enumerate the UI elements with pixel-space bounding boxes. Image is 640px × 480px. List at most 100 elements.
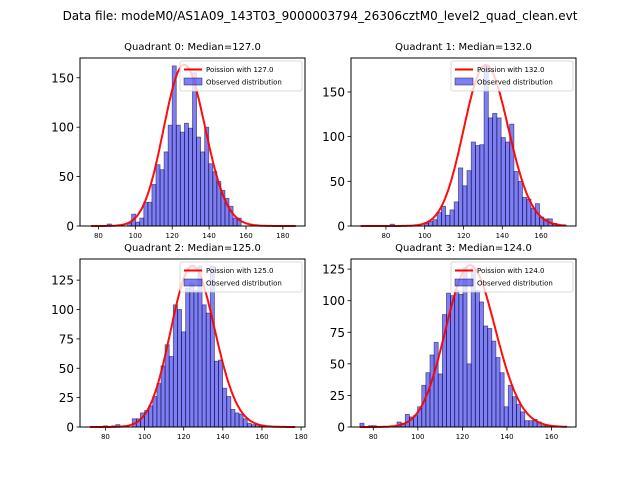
histogram-bar — [147, 201, 153, 227]
xtick-label: 100 — [411, 433, 424, 441]
histogram-bar — [192, 72, 197, 227]
histogram-bar — [232, 217, 238, 227]
histogram-bar — [466, 363, 472, 428]
histogram-bar — [492, 113, 498, 227]
histogram-bar — [507, 384, 513, 428]
ytick-label: 100 — [51, 303, 74, 317]
histogram-bar — [432, 219, 438, 227]
ytick-label: 150 — [322, 85, 345, 99]
histogram-bar — [151, 184, 157, 227]
histogram-bar — [156, 383, 162, 428]
histogram-bar — [181, 331, 187, 428]
histogram-bar — [205, 312, 211, 428]
xtick-label: 160 — [239, 232, 252, 240]
xtick-label: 140 — [500, 433, 513, 441]
histogram-bar — [242, 418, 248, 428]
xtick-label: 120 — [456, 433, 469, 441]
ytick-label: 75 — [330, 326, 345, 340]
histogram-bar — [135, 221, 141, 227]
legend: Poission with 124.0 Observed distribution — [450, 261, 574, 293]
xtick-label: 100 — [418, 232, 431, 240]
histogram-bar — [524, 420, 530, 428]
xtick-label: 100 — [138, 433, 151, 441]
xtick-label: 80 — [94, 232, 103, 240]
ytick-label: 125 — [322, 263, 345, 277]
histogram-bar — [528, 420, 534, 428]
legend-label-observed: Observed distribution — [477, 79, 553, 87]
legend-label-poisson: Poission with 125.0 — [206, 267, 274, 275]
ytick-label: 150 — [51, 71, 74, 85]
xtick-label: 140 — [496, 232, 509, 240]
histogram-bar — [175, 124, 181, 227]
ytick-label: 50 — [330, 175, 345, 189]
legend-bar-swatch — [454, 77, 474, 86]
legend: Poission with 125.0 Observed distribution — [179, 261, 303, 293]
subplot-quadrant-3: Quadrant 3: Median=124.0 0 25 50 75 100 125 80 1… — [322, 243, 577, 441]
histogram-bar — [226, 396, 232, 428]
histogram-bar — [193, 290, 199, 428]
histogram-bar — [139, 217, 145, 227]
legend-label-observed: Observed distribution — [206, 280, 282, 288]
histogram-bar — [177, 309, 182, 428]
xtick-label: 120 — [457, 232, 470, 240]
ytick-label: 125 — [51, 274, 74, 288]
legend-box — [450, 60, 574, 92]
xtick-label: 80 — [369, 433, 378, 441]
histogram-bar — [189, 283, 195, 428]
histogram-bar — [449, 209, 455, 227]
xtick-label: 140 — [202, 232, 215, 240]
subplots-grid: Quadrant 0: Median=127.0 0 50 100 150 80 100 12… — [51, 42, 577, 441]
subplot-title: Quadrant 0: Median=127.0 — [124, 42, 261, 53]
histogram-bar — [183, 122, 189, 227]
histogram-bar — [491, 340, 497, 428]
xtick-label: 120 — [177, 433, 190, 441]
histogram-bar — [483, 325, 489, 428]
xtick-label: 180 — [276, 232, 289, 240]
axes-frame — [79, 57, 306, 227]
histogram-bar — [208, 163, 214, 227]
subplot-quadrant-0: Quadrant 0: Median=127.0 0 50 100 150 80 100 12… — [51, 42, 306, 240]
ytick-label: 50 — [330, 357, 345, 371]
histogram-bar — [511, 396, 517, 428]
histogram-bar — [152, 396, 158, 428]
histogram-bar — [234, 412, 240, 428]
ytick-label: 75 — [59, 332, 74, 346]
histogram-bar — [453, 201, 459, 227]
histogram-bar — [445, 214, 451, 227]
histogram-bar — [218, 359, 224, 428]
histogram-bar — [440, 205, 447, 227]
histogram-bar — [487, 328, 493, 428]
ytick-label: 100 — [322, 130, 345, 144]
histogram-bar — [185, 287, 191, 428]
xtick-label: 160 — [545, 433, 558, 441]
xtick-label: 80 — [381, 232, 390, 240]
histogram-bar — [212, 171, 218, 227]
legend-label-poisson: Poission with 132.0 — [477, 66, 545, 74]
legend-label-poisson: Poission with 124.0 — [477, 267, 545, 275]
histogram-bar — [520, 411, 526, 428]
axes-frame — [79, 258, 306, 428]
histogram-bar — [159, 169, 165, 227]
histogram-bar — [487, 117, 493, 227]
histogram-bar — [513, 171, 519, 227]
histogram-bar — [516, 403, 522, 428]
subplot-title: Quadrant 2: Median=125.0 — [124, 243, 261, 254]
histogram-bar — [474, 290, 480, 428]
legend: Poission with 127.0 Observed distribution — [179, 60, 303, 92]
xtick-label: 100 — [129, 232, 142, 240]
histogram-bar — [172, 304, 178, 428]
legend-bar-swatch — [454, 278, 474, 287]
xtick-label: 180 — [294, 433, 307, 441]
xtick-label: 140 — [216, 433, 229, 441]
ytick-label: 25 — [330, 389, 345, 403]
subplot-quadrant-1: Quadrant 1: Median=132.0 0 50 100 150 80 100 12… — [322, 42, 577, 240]
histogram-bar — [429, 354, 435, 428]
histogram-bar — [437, 373, 443, 428]
histogram-bar — [517, 180, 523, 227]
axes-frame — [350, 258, 577, 428]
histogram-bar — [458, 293, 464, 428]
legend-bar-swatch — [183, 278, 203, 287]
ytick-label: 50 — [59, 170, 74, 184]
legend: Poission with 132.0 Observed distribution — [450, 60, 574, 92]
